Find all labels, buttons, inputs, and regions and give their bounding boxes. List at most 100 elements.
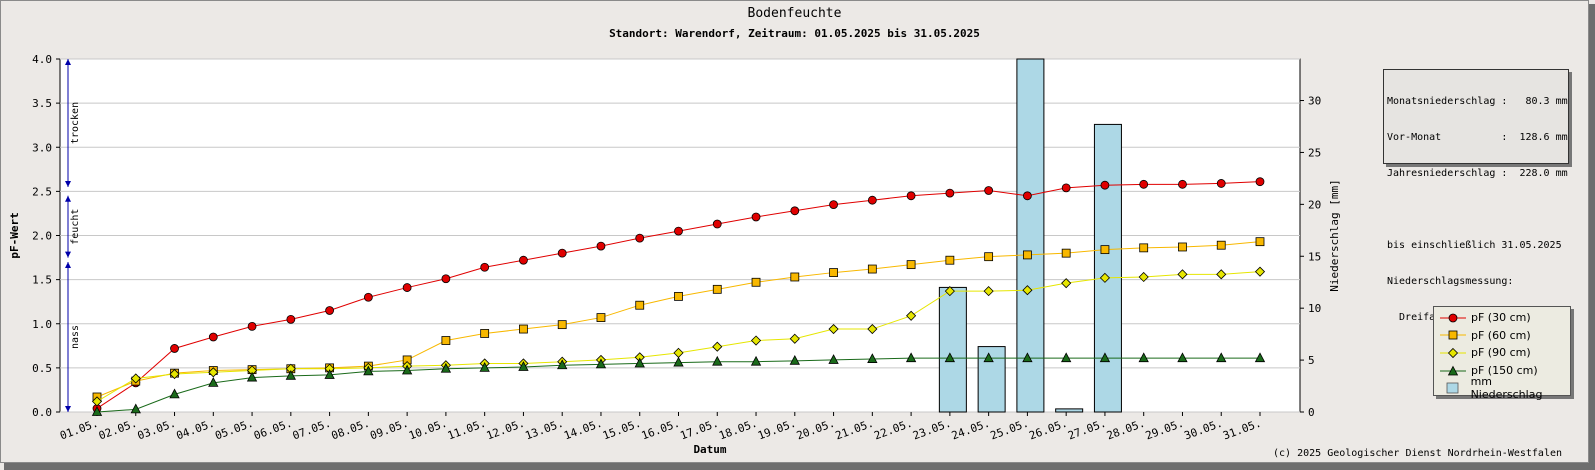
data-point [519, 255, 528, 265]
y-right-tick-label: 20 [1308, 198, 1321, 211]
y-right-tick-label: 5 [1308, 354, 1315, 367]
x-tick-label: 13.05. [523, 417, 565, 443]
legend-label: pF (150 cm) [1471, 364, 1538, 378]
data-point [130, 403, 141, 414]
y-tick-label: 3.0 [32, 141, 52, 154]
data-point [829, 200, 838, 210]
data-point [170, 344, 179, 353]
x-tick-label: 03.05. [136, 417, 178, 443]
data-point [1255, 237, 1265, 247]
x-tick-label: 11.05. [446, 417, 488, 443]
x-tick-label: 09.05. [368, 417, 410, 443]
y-axis-title: pF-Wert [8, 212, 21, 258]
data-point [596, 313, 606, 322]
data-point [790, 206, 800, 216]
zone-arrow-down-icon [65, 180, 71, 187]
data-point [944, 286, 955, 297]
y-right-tick-label: 0 [1308, 406, 1315, 419]
data-point [712, 341, 723, 352]
data-point [1255, 177, 1265, 187]
x-tick-label: 29.05. [1144, 417, 1186, 443]
data-point [634, 357, 645, 368]
y-tick-label: 0.0 [32, 406, 52, 419]
data-point [789, 354, 800, 365]
precipitation-bar [977, 346, 1006, 413]
data-point [246, 371, 258, 382]
data-point [1023, 191, 1032, 201]
x-tick-label: 27.05. [1066, 417, 1108, 443]
data-point [751, 277, 761, 287]
data-point [905, 352, 917, 363]
y-right-axis-title: Niederschlag [mm] [1328, 179, 1341, 292]
data-point [480, 262, 490, 272]
precipitation-bar [938, 286, 967, 413]
data-point [1099, 272, 1110, 283]
y-tick-label: 1.0 [32, 318, 52, 331]
data-point [1061, 278, 1072, 289]
legend-item-precipitation: mm Niederschlag [1438, 375, 1566, 401]
legend-item-pf90: pF (90 cm) [1438, 344, 1566, 362]
y-tick-label: 4.0 [32, 53, 52, 66]
zone-label: feucht [70, 209, 81, 245]
info-line [1387, 204, 1565, 216]
x-tick-label: 05.05. [213, 417, 255, 443]
data-point [169, 368, 180, 380]
chart-subtitle: Standort: Warendorf, Zeitraum: 01.05.202… [609, 27, 980, 40]
zone-arrow-up-icon [65, 261, 71, 268]
data-point [402, 283, 412, 292]
zone-arrow-up-icon [65, 195, 71, 202]
info-line: Jahresniederschlag : 228.0 mm [1387, 168, 1568, 179]
frame-shadow-right [1589, 4, 1595, 467]
data-point [944, 352, 956, 363]
info-line: Monatsniederschlag : 80.3 mm [1387, 96, 1568, 107]
info-line: Vor-Monat : 128.6 mm [1387, 132, 1568, 143]
data-point [790, 272, 800, 282]
x-tick-label: 26.05. [1027, 417, 1069, 443]
data-point [479, 362, 490, 372]
y-right-tick-label: 10 [1308, 302, 1321, 315]
data-point [440, 362, 452, 373]
data-point [983, 286, 994, 297]
y-tick-label: 0.5 [32, 362, 52, 375]
data-point [1099, 352, 1111, 363]
data-point [712, 284, 722, 294]
zone-arrow-up-icon [65, 59, 71, 65]
data-point [91, 406, 103, 416]
legend-item-pf30: pF (30 cm) [1438, 309, 1566, 327]
data-point [1254, 266, 1266, 277]
x-tick-label: 28.05. [1105, 417, 1147, 443]
legend-label: pF (90 cm) [1471, 346, 1531, 360]
data-point [1061, 248, 1071, 258]
data-point [1138, 352, 1149, 363]
data-point [208, 332, 218, 342]
data-point [906, 260, 916, 270]
data-point [1061, 352, 1072, 363]
data-point [867, 195, 877, 205]
y-tick-label: 2.0 [32, 230, 52, 243]
data-point [401, 364, 413, 375]
precipitation-info-box: Monatsniederschlag : 80.3 mm Vor-Monat :… [1383, 69, 1569, 323]
data-point [750, 335, 762, 346]
data-point [1177, 352, 1188, 363]
data-point [1100, 180, 1110, 190]
data-point [1177, 269, 1188, 280]
data-point [285, 369, 296, 380]
legend-label: pF (60 cm) [1471, 328, 1531, 342]
data-point [1216, 352, 1227, 363]
data-point [751, 212, 761, 222]
y-right-tick-label: 25 [1308, 146, 1321, 159]
y-tick-label: 3.5 [32, 97, 52, 110]
data-point [945, 188, 955, 198]
data-point [1061, 183, 1071, 193]
data-point [1022, 285, 1033, 296]
data-point [984, 252, 994, 262]
data-point [208, 377, 219, 387]
x-tick-label: 30.05. [1182, 417, 1224, 443]
data-point [674, 291, 683, 301]
x-tick-label: 22.05. [872, 417, 914, 443]
data-point [169, 388, 180, 399]
data-point [1022, 352, 1033, 363]
precipitation-bar [1093, 123, 1122, 413]
data-point [1216, 179, 1226, 188]
